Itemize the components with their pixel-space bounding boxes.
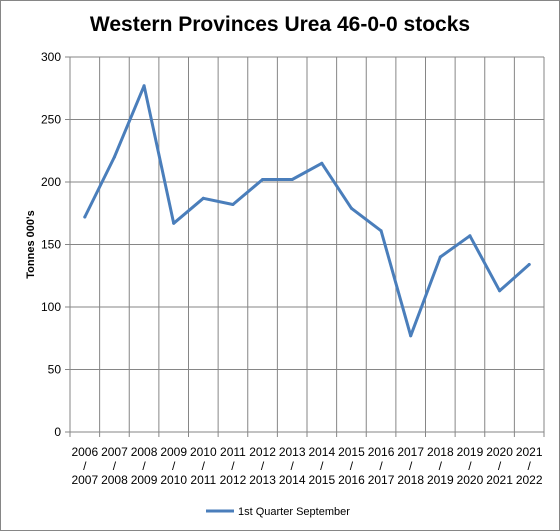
x-tick-label: 2020 [486, 445, 513, 459]
x-tick-label: / [202, 459, 206, 473]
y-tick-label: 150 [41, 238, 61, 252]
x-tick-label: 2016 [368, 445, 395, 459]
y-axis-title: Tonnes 000's [25, 210, 37, 278]
x-tick-label: 2017 [368, 473, 395, 487]
x-tick-label: 2008 [131, 445, 158, 459]
x-tick-label: / [439, 459, 443, 473]
x-tick-label: 2006 [71, 445, 98, 459]
x-tick-label: / [231, 459, 235, 473]
x-tick-label: / [468, 459, 472, 473]
data-point [261, 178, 265, 181]
x-tick-label: / [261, 459, 265, 473]
y-tick-label: 100 [41, 300, 61, 314]
data-point [409, 334, 413, 338]
data-point [142, 84, 146, 88]
x-tick-label: 2011 [190, 473, 216, 487]
data-point [201, 196, 205, 200]
x-tick-label: 2010 [190, 445, 217, 459]
data-point [172, 221, 176, 225]
data-point [438, 255, 442, 259]
legend-label: 1st Quarter September [238, 506, 350, 518]
y-tick-label: 50 [48, 363, 62, 377]
data-point [83, 215, 87, 219]
x-tick-label: 2009 [160, 445, 187, 459]
x-tick-label: / [142, 459, 146, 473]
x-tick-label: / [113, 459, 117, 473]
x-tick-label: 2021 [516, 445, 543, 459]
x-tick-label: 2020 [457, 473, 484, 487]
x-tick-label: / [409, 459, 413, 473]
x-tick-label: / [83, 459, 87, 473]
data-point [379, 229, 383, 233]
x-tick-label: 2010 [160, 473, 187, 487]
x-tick-label: 2019 [457, 445, 484, 459]
x-tick-label: 2018 [427, 445, 454, 459]
x-tick-label: 2007 [101, 445, 128, 459]
data-point [112, 155, 116, 159]
data-point [290, 178, 294, 181]
x-tick-label: 2018 [397, 473, 424, 487]
x-tick-label: / [350, 459, 354, 473]
x-tick-label: 2017 [397, 445, 424, 459]
y-tick-label: 300 [41, 50, 61, 64]
x-tick-label: 2014 [308, 445, 335, 459]
data-point [320, 161, 324, 165]
x-tick-label: 2012 [220, 473, 247, 487]
x-tick-label: 2007 [71, 473, 98, 487]
data-point [231, 203, 235, 206]
x-tick-label: 2008 [101, 473, 128, 487]
x-tick-label: / [528, 459, 532, 473]
x-tick-label: 2013 [279, 445, 306, 459]
x-tick-label: 2021 [486, 473, 513, 487]
x-tick-label: / [498, 459, 502, 473]
x-tick-label: / [172, 459, 176, 473]
x-tick-label: / [291, 459, 295, 473]
y-tick-label: 0 [54, 425, 61, 439]
data-point [527, 263, 531, 266]
x-tick-label: 2015 [338, 445, 365, 459]
x-tick-label: 2022 [516, 473, 543, 487]
x-tick-label: 2013 [249, 473, 276, 487]
x-tick-label: / [320, 459, 324, 473]
y-tick-label: 250 [41, 113, 61, 127]
y-tick-label: 200 [41, 175, 61, 189]
x-tick-label: / [379, 459, 383, 473]
x-tick-label: 2016 [338, 473, 365, 487]
series-line [83, 84, 531, 338]
data-point [468, 234, 472, 238]
x-tick-label: 2019 [427, 473, 454, 487]
x-tick-label: 2011 [220, 445, 246, 459]
data-point [498, 289, 502, 293]
chart-title: Western Provinces Urea 46-0-0 stocks [89, 13, 471, 36]
x-tick-label: 2015 [308, 473, 335, 487]
x-tick-label: 2009 [131, 473, 158, 487]
x-tick-label: 2012 [249, 445, 276, 459]
data-point [349, 206, 353, 210]
x-tick-label: 2014 [279, 473, 306, 487]
